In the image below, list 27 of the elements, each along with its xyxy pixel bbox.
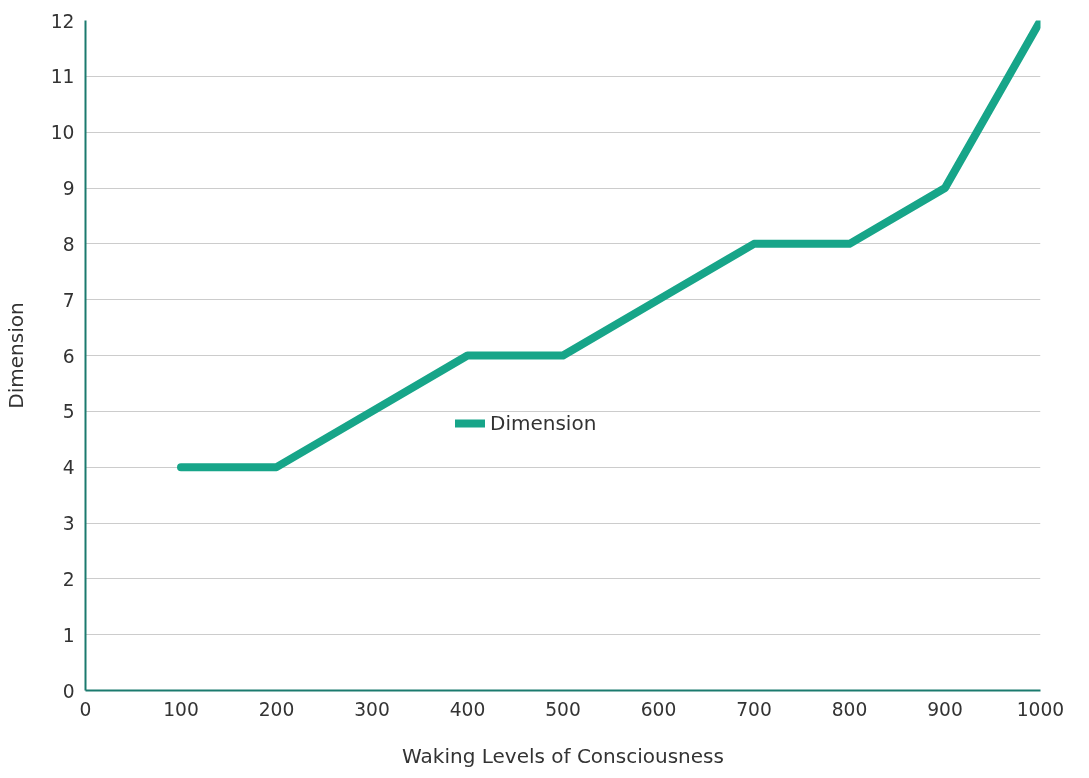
x-tick-label: 600 <box>640 698 677 720</box>
x-tick-label: 200 <box>258 698 295 720</box>
y-tick-label: 0 <box>62 680 75 702</box>
y-tick-label: 4 <box>62 457 75 479</box>
y-axis-title: Dimension <box>3 302 28 409</box>
y-tick-label: 12 <box>50 10 75 32</box>
legend-label: Dimension <box>490 411 597 435</box>
x-tick-label: 100 <box>163 698 199 720</box>
y-tick-label: 1 <box>62 624 75 646</box>
x-tick-label: 0 <box>79 698 92 720</box>
x-tick-label: 900 <box>927 698 963 720</box>
y-tick-label: 8 <box>62 233 75 255</box>
x-tick-label: 300 <box>354 698 390 720</box>
y-tick-label: 10 <box>50 122 75 144</box>
x-tick-label: 500 <box>545 698 581 720</box>
x-tick-label: 1000 <box>1016 698 1065 720</box>
x-tick-label: 700 <box>736 698 772 720</box>
x-tick-label: 400 <box>449 698 486 720</box>
y-tick-label: 9 <box>62 178 75 199</box>
x-tick-label: 800 <box>831 698 868 720</box>
y-tick-label: 6 <box>62 345 75 367</box>
y-tick-label: 11 <box>50 66 75 88</box>
y-tick-label: 2 <box>62 568 75 590</box>
x-axis-title: Waking Levels of Consciousness <box>402 743 724 768</box>
y-tick-label: 7 <box>62 289 75 311</box>
y-tick-label: 3 <box>62 513 75 534</box>
y-tick-label: 5 <box>62 401 75 423</box>
